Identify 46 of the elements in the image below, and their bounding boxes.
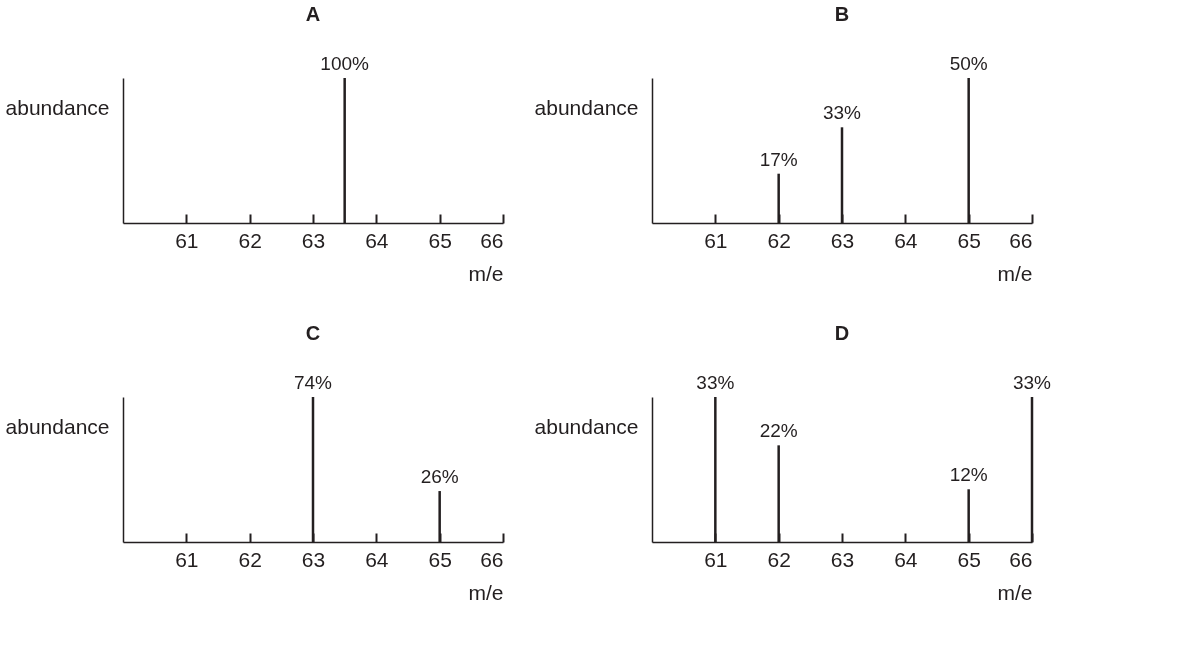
data-label: 33% xyxy=(1012,372,1052,393)
x-tick-label: 61 xyxy=(704,547,728,571)
x-tick-label: 66 xyxy=(480,547,504,571)
x-tick-label: 64 xyxy=(894,547,918,571)
x-tick-label: 63 xyxy=(301,228,326,252)
x-tick-label: 61 xyxy=(704,228,728,252)
data-label: 50% xyxy=(949,53,988,74)
x-tick-label: 64 xyxy=(894,228,918,252)
chart-title: D xyxy=(834,322,850,344)
x-tick-label: 63 xyxy=(830,547,855,571)
x-tick-label: 66 xyxy=(1009,228,1033,252)
data-label: 26% xyxy=(420,466,459,488)
x-tick-label: 62 xyxy=(767,228,791,252)
x-tick-label: 66 xyxy=(480,228,504,252)
x-tick-label: 62 xyxy=(238,547,262,571)
x-tick-label: 62 xyxy=(238,228,262,252)
x-tick-label: 65 xyxy=(957,228,981,252)
x-tick-label: 64 xyxy=(365,228,389,252)
data-label: 33% xyxy=(696,372,735,393)
data-label: 100% xyxy=(320,53,370,74)
chart-title: B xyxy=(834,3,850,25)
y-axis-title: abundance xyxy=(5,95,110,119)
x-tick-label: 65 xyxy=(957,547,981,571)
x-axis-title: m/e xyxy=(997,261,1033,285)
x-tick-label: 65 xyxy=(428,228,452,252)
chart-title: A xyxy=(305,3,321,25)
x-tick-label: 65 xyxy=(428,547,452,571)
chart-title: C xyxy=(305,322,321,344)
x-tick-label: 63 xyxy=(301,547,326,571)
y-axis-title: abundance xyxy=(5,414,110,438)
x-tick-label: 63 xyxy=(830,228,855,252)
data-label: 17% xyxy=(759,148,798,170)
data-label: 33% xyxy=(822,102,862,124)
data-label: 22% xyxy=(759,420,798,442)
x-axis-title: m/e xyxy=(468,580,504,604)
y-axis-title: abundance xyxy=(534,414,639,438)
x-tick-label: 66 xyxy=(1009,547,1033,571)
data-label: 12% xyxy=(949,464,988,486)
x-axis-title: m/e xyxy=(468,261,504,285)
x-tick-label: 62 xyxy=(767,547,791,571)
x-tick-label: 61 xyxy=(175,547,199,571)
x-axis-title: m/e xyxy=(997,580,1033,604)
x-tick-label: 64 xyxy=(365,547,389,571)
data-label: 74% xyxy=(293,372,333,393)
y-axis-title: abundance xyxy=(534,95,639,119)
x-tick-label: 61 xyxy=(175,228,199,252)
